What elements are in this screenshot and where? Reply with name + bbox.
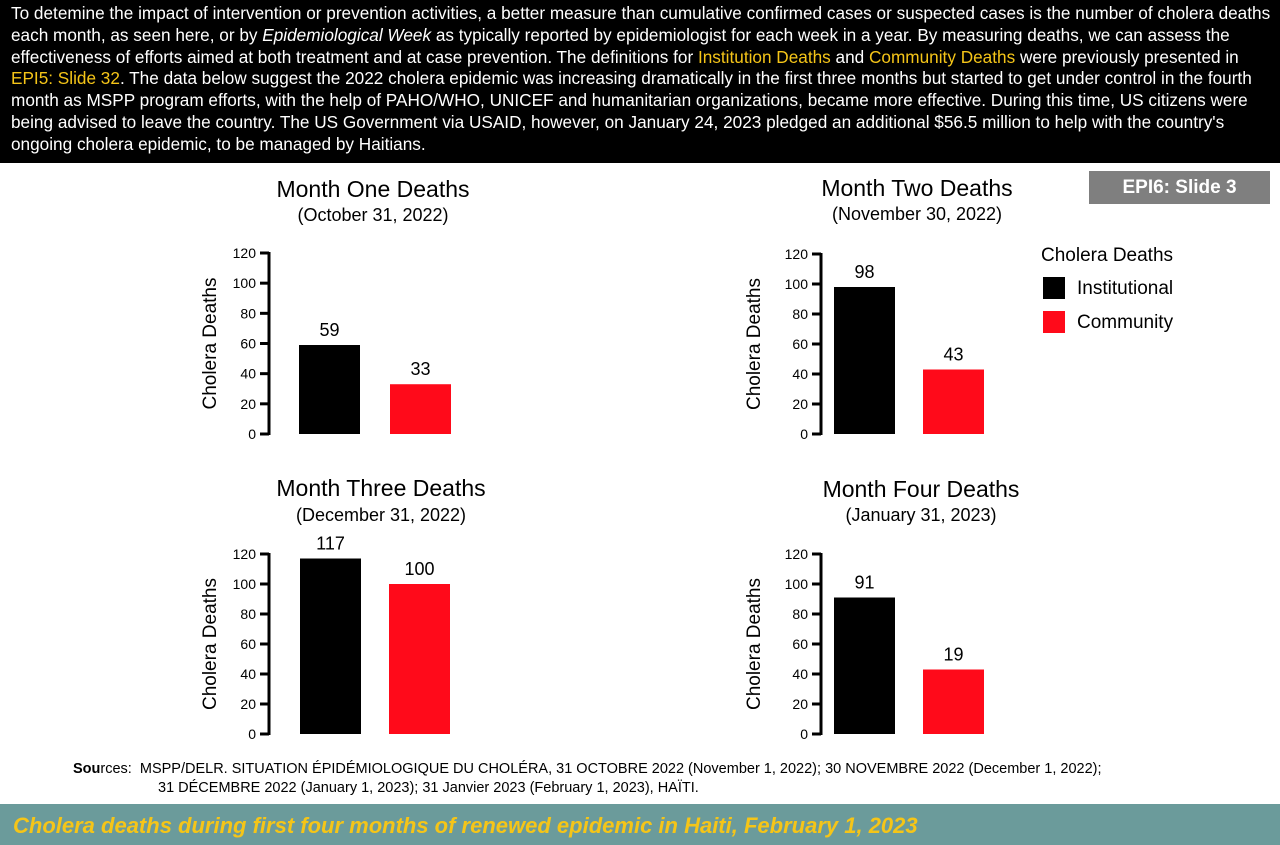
sources-line-2: 31 DÉCEMBRE 2022 (January 1, 2023); 31 J… xyxy=(158,780,699,796)
chart-1-tick-label-60: 60 xyxy=(240,336,256,352)
chart-3-tick-label-60: 60 xyxy=(240,636,256,652)
chart-1-tick-label-80: 80 xyxy=(240,305,256,321)
chart-1-tick-label-100: 100 xyxy=(233,275,257,291)
intro-highlight-institution-deaths: Institution Deaths xyxy=(697,46,831,67)
chart-2-tick-label-20: 20 xyxy=(792,396,808,412)
chart-3-bar-label-community: 100 xyxy=(404,559,434,579)
chart-2-tick-label-100: 100 xyxy=(785,276,809,292)
chart-2-tick-label-0: 0 xyxy=(800,426,808,442)
legend: Cholera Deaths Institutional Community xyxy=(1041,244,1241,333)
chart-2-bar-label-community: 43 xyxy=(943,345,963,365)
chart-3-subtitle: (December 31, 2022) xyxy=(295,505,467,525)
intro-highlight-community-deaths: Community Deaths xyxy=(869,46,1016,67)
chart-3-tick-label-120: 120 xyxy=(233,546,257,562)
footer-caption: Cholera deaths during first four months … xyxy=(13,813,918,838)
chart-1-bar-community xyxy=(390,384,451,434)
chart-4-tick-label-20: 20 xyxy=(792,696,808,712)
chart-4-bar-institutional xyxy=(834,597,895,734)
chart-2-subtitle: (November 30, 2022) xyxy=(831,204,1003,224)
chart-3-tick-label-80: 80 xyxy=(240,606,256,622)
chart-3-bar-community xyxy=(389,584,450,734)
chart-4-bar-label-community: 19 xyxy=(943,645,963,665)
chart-3-y-axis-label: Cholera Deaths xyxy=(200,578,221,710)
chart-2-tick-label-60: 60 xyxy=(792,336,808,352)
intro-text-4: . The data below suggest the 2022 choler… xyxy=(11,68,1252,154)
sources-line-1: Sources: MSPP/DELR. SITUATION ÉPIDÉMIOLO… xyxy=(73,760,1253,779)
chart-4-bar-community xyxy=(923,669,984,734)
intro-text-and: and xyxy=(830,46,870,67)
chart-1-title: Month One Deaths xyxy=(276,176,470,202)
legend-title: Cholera Deaths xyxy=(1041,245,1174,266)
legend-label-community: Community xyxy=(1077,312,1174,333)
chart-4-title: Month Four Deaths xyxy=(822,476,1020,502)
chart-1-bar-institutional xyxy=(299,345,360,434)
footer-banner: Cholera deaths during first four months … xyxy=(0,804,1280,845)
intro-italic-term: Epidemiological Week xyxy=(262,24,432,45)
chart-4-y-axis-label: Cholera Deaths xyxy=(744,578,765,710)
chart-2-tick-label-80: 80 xyxy=(792,306,808,322)
chart-4-tick-label-0: 0 xyxy=(800,726,808,742)
chart-1-bar-label-community: 33 xyxy=(410,359,430,379)
chart-1-tick-label-40: 40 xyxy=(240,366,256,382)
chart-2-tick-label-40: 40 xyxy=(792,366,808,382)
chart-1-bar-label-institutional: 59 xyxy=(319,320,339,340)
legend-swatch-institutional xyxy=(1043,277,1065,299)
chart-4-tick-label-80: 80 xyxy=(792,606,808,622)
chart-4-tick-label-40: 40 xyxy=(792,666,808,682)
chart-3-tick-label-0: 0 xyxy=(248,726,256,742)
legend-swatch-community xyxy=(1043,311,1065,333)
slide-tag: EPI6: Slide 3 xyxy=(1089,171,1270,204)
chart-3-tick-label-100: 100 xyxy=(233,576,257,592)
chart-2-bar-institutional xyxy=(834,287,895,434)
intro-text-1: To detemine the impact of intervention o… xyxy=(11,3,1271,45)
chart-2-y-axis-label: Cholera Deaths xyxy=(744,278,765,410)
sources-text-1: MSPP/DELR. SITUATION ÉPIDÉMIOLOGIQUE DU … xyxy=(139,761,1102,777)
chart-1-subtitle: (October 31, 2022) xyxy=(297,205,449,225)
sources-note: Sources: MSPP/DELR. SITUATION ÉPIDÉMIOLO… xyxy=(73,760,1253,798)
chart-3-bar-institutional xyxy=(300,558,361,734)
chart-3-tick-label-20: 20 xyxy=(240,696,256,712)
chart-4-tick-label-60: 60 xyxy=(792,636,808,652)
sources-label-rest: rces: xyxy=(100,761,132,777)
chart-4-subtitle: (January 31, 2023) xyxy=(845,505,997,525)
sources-label: Sou xyxy=(73,761,101,777)
chart-4-tick-label-120: 120 xyxy=(785,546,809,562)
chart-2-bar-label-institutional: 98 xyxy=(854,262,874,282)
intro-text-3: were previously presented in xyxy=(1015,46,1239,67)
chart-1-tick-label-120: 120 xyxy=(233,245,257,261)
legend-label-institutional: Institutional xyxy=(1077,278,1174,299)
chart-3-bar-label-institutional: 117 xyxy=(316,534,345,554)
chart-1-y-axis-label: Cholera Deaths xyxy=(200,277,221,409)
chart-2-tick-label-120: 120 xyxy=(785,246,809,262)
chart-2-bar-community xyxy=(923,369,984,434)
chart-1-tick-label-20: 20 xyxy=(240,396,256,412)
chart-1-tick-label-0: 0 xyxy=(248,426,256,442)
chart-2-title: Month Two Deaths xyxy=(821,175,1013,201)
chart-3-title: Month Three Deaths xyxy=(276,475,486,501)
chart-4-tick-label-100: 100 xyxy=(785,576,809,592)
intro-highlight-slide-ref: EPI5: Slide 32 xyxy=(11,68,120,89)
intro-text-2: as typically reported by epidemiologist … xyxy=(11,24,1230,67)
chart-3-tick-label-40: 40 xyxy=(240,666,256,682)
chart-4-bar-label-institutional: 91 xyxy=(854,573,874,593)
intro-paragraph: To detemine the impact of intervention o… xyxy=(0,0,1280,163)
